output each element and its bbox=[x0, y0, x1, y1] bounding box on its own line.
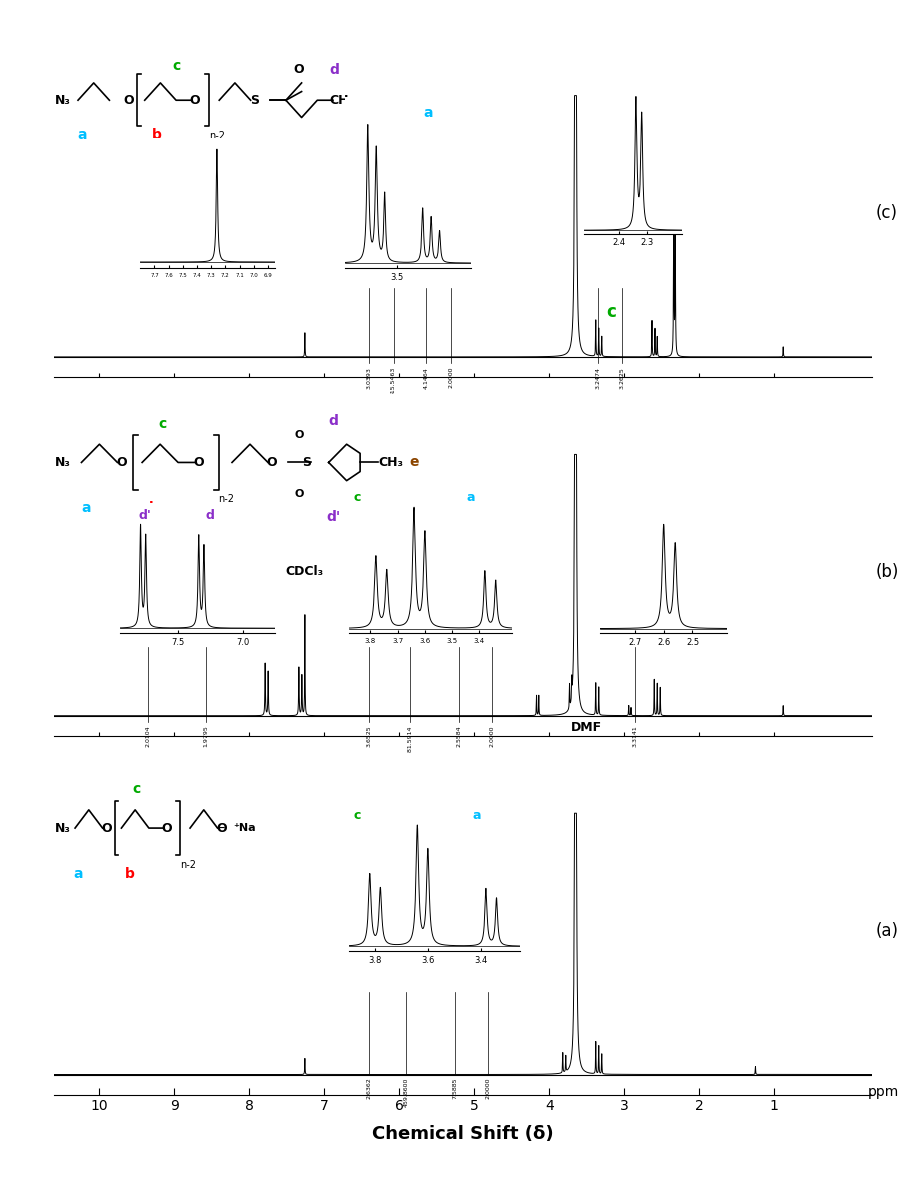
Text: 2.0000: 2.0000 bbox=[489, 725, 494, 747]
Text: 7.5885: 7.5885 bbox=[452, 1077, 458, 1099]
Text: 3.2474: 3.2474 bbox=[596, 367, 600, 388]
Text: 3.6525: 3.6525 bbox=[367, 725, 371, 747]
Text: 4.1464: 4.1464 bbox=[424, 367, 429, 388]
Text: 3.2625: 3.2625 bbox=[620, 367, 625, 388]
Text: b: b bbox=[477, 879, 489, 898]
Text: b: b bbox=[477, 520, 489, 539]
Text: 615.5463: 615.5463 bbox=[391, 367, 396, 397]
Text: CDCl₃: CDCl₃ bbox=[286, 565, 324, 578]
X-axis label: Chemical Shift (δ): Chemical Shift (δ) bbox=[372, 1124, 554, 1143]
Text: 481.5914: 481.5914 bbox=[408, 725, 412, 756]
Text: (b): (b) bbox=[875, 563, 899, 580]
Text: 1.9795: 1.9795 bbox=[203, 725, 208, 747]
Text: (c): (c) bbox=[875, 204, 898, 222]
Text: 2.0000: 2.0000 bbox=[449, 367, 453, 388]
Text: 2.0000: 2.0000 bbox=[485, 1077, 490, 1099]
Text: 2.5584: 2.5584 bbox=[457, 725, 461, 747]
Text: 3.0393: 3.0393 bbox=[367, 367, 371, 388]
Text: 2.6362: 2.6362 bbox=[367, 1077, 371, 1099]
Text: e: e bbox=[652, 573, 664, 591]
Text: d: d bbox=[635, 134, 646, 152]
Text: 2.0104: 2.0104 bbox=[146, 725, 151, 747]
Text: (a): (a) bbox=[875, 922, 899, 939]
Text: DMF: DMF bbox=[571, 722, 602, 734]
Text: 459.8600: 459.8600 bbox=[403, 1077, 409, 1106]
Text: 3.3141: 3.3141 bbox=[632, 725, 637, 747]
Text: c: c bbox=[606, 302, 616, 320]
Text: ppm: ppm bbox=[868, 1085, 899, 1099]
